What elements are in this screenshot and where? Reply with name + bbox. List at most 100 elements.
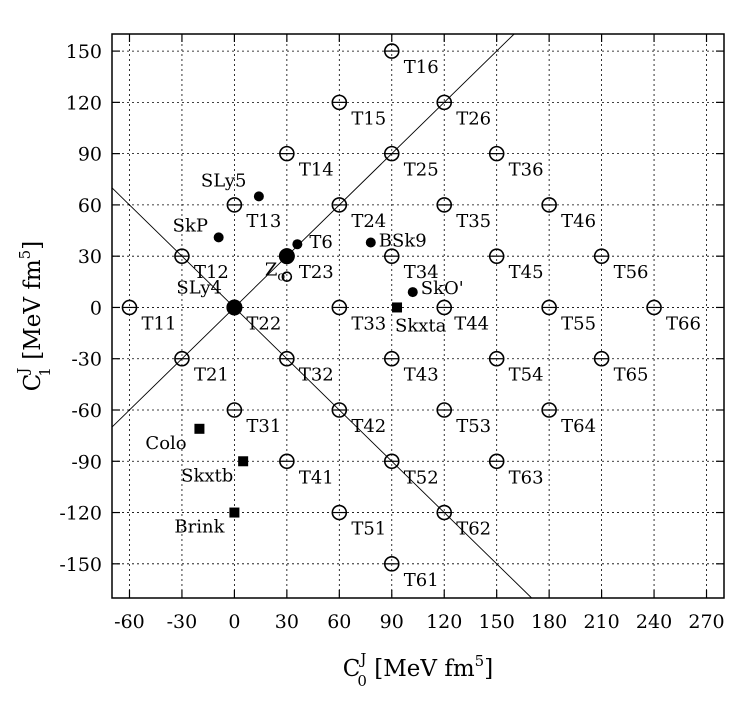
- point-label-text: T35: [456, 211, 491, 232]
- point-label: T64: [561, 416, 596, 437]
- point-label-text: T36: [509, 160, 544, 181]
- point-label: T6: [309, 232, 332, 253]
- filled-circle-marker: [278, 248, 295, 265]
- point-label: Colo: [145, 433, 186, 454]
- point-label-text: T21: [194, 365, 229, 386]
- point-label-text: T33: [351, 313, 386, 334]
- point-label: T52: [404, 467, 439, 488]
- point-label-text: BSk9: [379, 231, 427, 252]
- y-tick-label: 30: [78, 246, 102, 268]
- point-label-text: SkP: [173, 215, 208, 236]
- point-label-text: Skxtb: [181, 465, 233, 486]
- point-label-sub: σ: [277, 270, 286, 285]
- x-tick-label: 90: [380, 611, 404, 633]
- point-label-text: T62: [456, 519, 491, 540]
- y-axis-title-sub: 1: [36, 367, 54, 377]
- point-label-text: Brink: [174, 517, 225, 538]
- y-tick-labels: -150 -120 -90 -60 -30 0 30 60 90 120 150: [59, 41, 102, 576]
- point-label: T63: [509, 467, 544, 488]
- point-label: T42: [351, 416, 386, 437]
- data-markers: [121, 43, 662, 572]
- point-label: T56: [614, 262, 649, 283]
- point-label-text: T26: [456, 108, 491, 129]
- y-axis-title-close: ]: [20, 241, 46, 250]
- point-label-text: T54: [509, 365, 544, 386]
- filled-square-marker: [194, 423, 205, 434]
- filled-square-marker: [392, 302, 403, 313]
- point-label: T55: [561, 313, 596, 334]
- point-label-text: T22: [246, 313, 281, 334]
- point-label: SLy5: [201, 170, 247, 191]
- filled-circle-marker: [213, 232, 224, 243]
- point-label-text: SLy4: [176, 277, 222, 298]
- x-tick-label: 270: [688, 611, 724, 633]
- y-tick-label: -90: [71, 451, 102, 473]
- point-label: T14: [299, 160, 334, 181]
- point-label: T51: [351, 519, 386, 540]
- point-label-text: T34: [404, 262, 439, 283]
- point-label-text: Z: [265, 260, 278, 281]
- x-tick-labels: -60 -30 0 30 60 90 120 150 180 210 240 270: [114, 611, 724, 633]
- y-axis-title-unit: [MeV fm: [20, 259, 46, 367]
- point-label-text: T64: [561, 416, 596, 437]
- point-label-text: T11: [141, 313, 176, 334]
- point-label-text: T53: [456, 416, 491, 437]
- point-label: T36: [509, 160, 544, 181]
- x-axis-title-close: ]: [484, 656, 493, 682]
- point-label: T21: [194, 365, 229, 386]
- point-label: BSk9: [379, 231, 427, 252]
- point-label-text: T63: [509, 467, 544, 488]
- point-label-text: T66: [666, 313, 701, 334]
- y-tick-label: 60: [78, 195, 102, 217]
- point-label: T33: [351, 313, 386, 334]
- point-label: SLy4: [176, 277, 222, 298]
- point-label-text: Skxta: [395, 315, 447, 336]
- point-label: T12: [194, 262, 229, 283]
- point-label-text: T52: [404, 467, 439, 488]
- filled-square-marker: [229, 507, 240, 518]
- y-tick-label: 0: [90, 297, 102, 319]
- point-label-text: T12: [194, 262, 229, 283]
- guide-line: [111, 33, 515, 428]
- y-axis-title: CJ 1 [MeV fm5]: [14, 241, 54, 391]
- x-axis-title-unit-sup: 5: [475, 652, 485, 670]
- filled-circle-marker: [365, 237, 376, 248]
- point-label: T41: [299, 467, 334, 488]
- y-tick-label: -60: [71, 400, 102, 422]
- point-label: T15: [351, 108, 386, 129]
- point-label-text: T15: [351, 108, 386, 129]
- filled-circle-marker: [226, 299, 243, 316]
- point-label-text: T65: [614, 365, 649, 386]
- open-circle-marker: [281, 271, 293, 282]
- point-label-text: T16: [404, 57, 439, 78]
- point-label: T65: [614, 365, 649, 386]
- y-axis-title-group: CJ 1 [MeV fm5]: [14, 241, 54, 391]
- x-tick-label: -60: [114, 611, 145, 633]
- point-label: SkO': [421, 278, 464, 299]
- point-label-text: SkO': [421, 278, 464, 299]
- filled-circle-marker: [292, 239, 303, 250]
- point-label-text: T13: [246, 211, 281, 232]
- x-tick-label: 240: [636, 611, 672, 633]
- point-label: T16: [404, 57, 439, 78]
- filled-circle-marker: [253, 191, 264, 202]
- point-label: Zσ: [265, 260, 287, 285]
- point-label: T43: [404, 365, 439, 386]
- y-axis-title-sup: J: [14, 368, 32, 376]
- point-label: T31: [246, 416, 281, 437]
- point-label: T13: [246, 211, 281, 232]
- y-tick-label: -120: [59, 503, 102, 525]
- point-label: T44: [454, 313, 489, 334]
- point-label: T25: [404, 160, 439, 181]
- point-label-text: T25: [404, 160, 439, 181]
- point-label: T61: [404, 570, 439, 591]
- x-tick-label: 150: [479, 611, 515, 633]
- point-label-text: T46: [561, 211, 596, 232]
- point-label-text: T61: [404, 570, 439, 591]
- point-label-text: T42: [351, 416, 386, 437]
- point-label-text: T51: [351, 519, 386, 540]
- x-tick-label: 30: [275, 611, 299, 633]
- point-label-text: T44: [454, 313, 489, 334]
- point-label-text: T23: [299, 262, 334, 283]
